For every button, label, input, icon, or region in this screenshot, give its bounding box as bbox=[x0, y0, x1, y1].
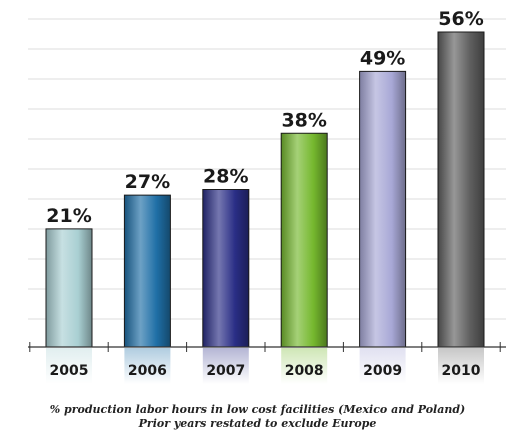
data-label-2010: 56% bbox=[438, 8, 483, 30]
bar-2006 bbox=[123, 194, 171, 348]
bar-2008 bbox=[280, 132, 328, 348]
caption-line-1: % production labor hours in low cost fac… bbox=[49, 403, 466, 416]
x-tick-label-2005: 2005 bbox=[50, 363, 89, 379]
bars bbox=[45, 31, 485, 384]
bar-reflection-2010 bbox=[438, 348, 484, 384]
bar-reflection-2009 bbox=[359, 348, 406, 384]
bar-reflection-2006 bbox=[124, 348, 171, 384]
bar-2007 bbox=[202, 189, 250, 348]
bar-reflection-2005 bbox=[46, 348, 92, 384]
data-label-2008: 38% bbox=[281, 109, 326, 131]
bar-2009 bbox=[359, 70, 407, 348]
caption-line-2: Prior years restated to exclude Europe bbox=[138, 417, 377, 430]
x-tick-label-2009: 2009 bbox=[363, 363, 402, 379]
x-tick-label-2008: 2008 bbox=[285, 363, 324, 379]
bar-2005 bbox=[45, 228, 93, 348]
data-label-2005: 21% bbox=[46, 205, 91, 227]
x-tick-label-2007: 2007 bbox=[206, 363, 245, 379]
bar-reflection-2008 bbox=[281, 348, 328, 384]
gridlines bbox=[28, 18, 506, 320]
data-labels: 21% 27% 28% 38% 49% 56% bbox=[46, 8, 483, 227]
data-label-2009: 49% bbox=[360, 47, 405, 69]
x-tick-label-2006: 2006 bbox=[128, 363, 167, 379]
data-label-2007: 28% bbox=[203, 166, 248, 188]
bar-reflection-2007 bbox=[202, 348, 249, 384]
bar-2010 bbox=[437, 31, 485, 348]
x-axis: 2005 2006 2007 2008 2009 2010 bbox=[28, 342, 506, 379]
data-label-2006: 27% bbox=[125, 171, 170, 193]
x-tick-label-2010: 2010 bbox=[442, 363, 481, 379]
